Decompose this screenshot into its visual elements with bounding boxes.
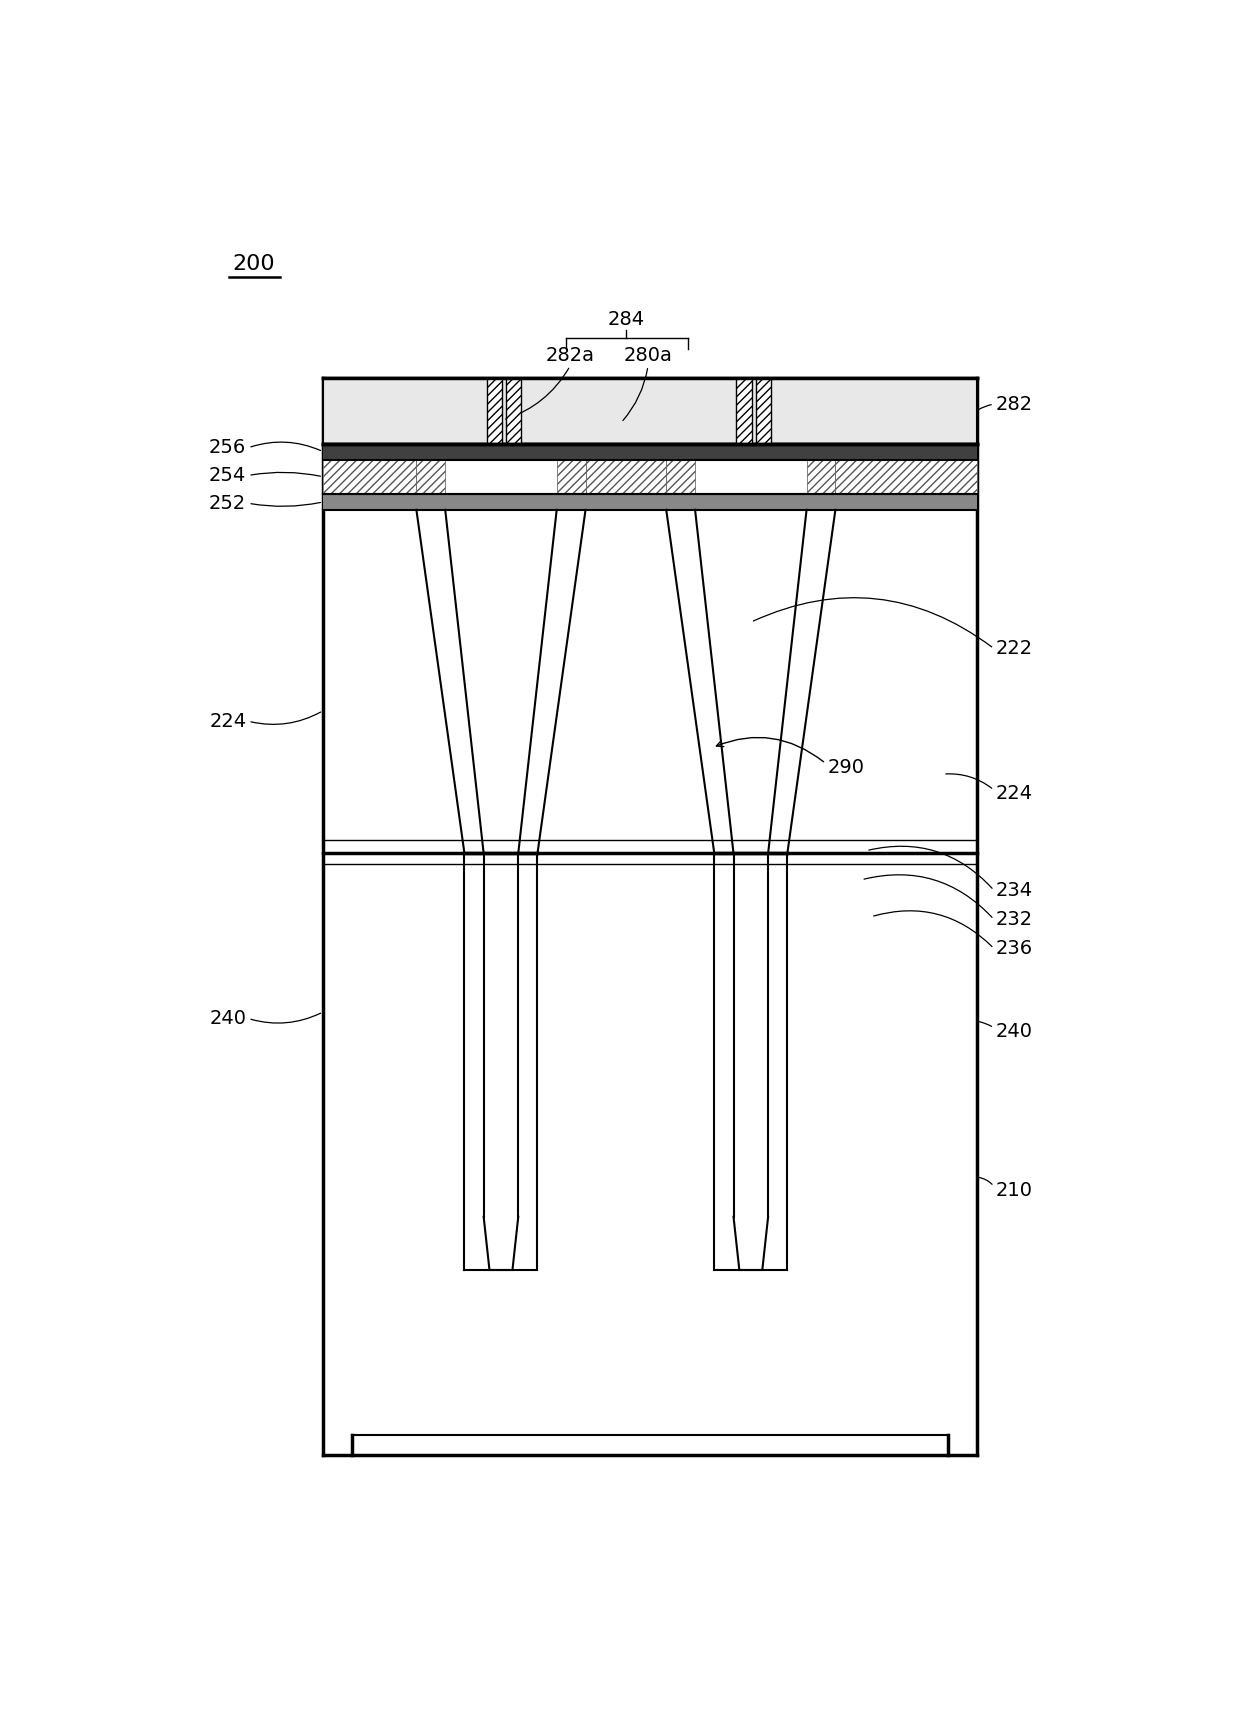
Bar <box>585 460 666 494</box>
Text: 280a: 280a <box>624 345 672 366</box>
Bar <box>324 444 977 460</box>
Text: 282: 282 <box>996 395 1033 414</box>
Text: 254: 254 <box>210 467 247 486</box>
Bar <box>506 378 521 444</box>
Text: 290: 290 <box>828 758 864 777</box>
Text: 234: 234 <box>996 880 1033 899</box>
Text: 224: 224 <box>996 784 1033 803</box>
Text: 252: 252 <box>210 494 247 513</box>
Bar <box>737 378 751 444</box>
Bar <box>557 460 585 494</box>
Bar <box>324 494 977 510</box>
Bar <box>666 460 696 494</box>
Bar <box>486 378 502 444</box>
Text: 232: 232 <box>996 909 1033 928</box>
Bar <box>417 460 445 494</box>
Text: 224: 224 <box>210 712 247 731</box>
Bar <box>755 378 771 444</box>
Text: 222: 222 <box>996 638 1033 657</box>
Bar <box>324 460 417 494</box>
Bar <box>324 494 977 510</box>
Bar <box>324 378 977 444</box>
Text: 256: 256 <box>210 438 247 456</box>
Text: 236: 236 <box>996 939 1033 958</box>
Text: 210: 210 <box>996 1181 1033 1199</box>
Bar <box>836 460 977 494</box>
Text: 282a: 282a <box>546 345 595 366</box>
Bar <box>324 460 977 494</box>
Text: 240: 240 <box>996 1023 1033 1042</box>
Text: 284: 284 <box>608 311 645 329</box>
Bar <box>806 460 836 494</box>
Text: 240: 240 <box>210 1009 247 1028</box>
Text: 200: 200 <box>232 254 274 275</box>
